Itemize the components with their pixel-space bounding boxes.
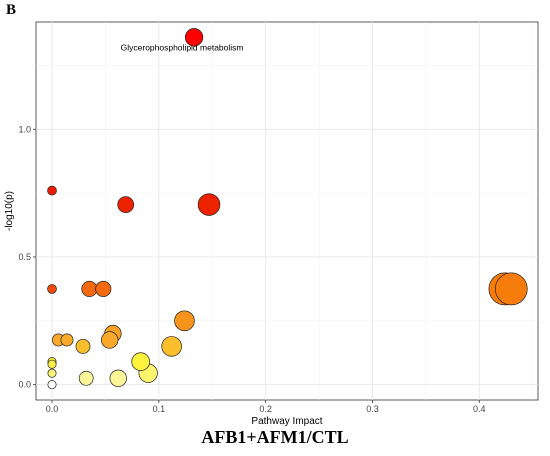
data-point xyxy=(131,352,150,371)
data-point xyxy=(47,185,57,196)
data-point xyxy=(174,310,195,332)
axes: 0.0 0.1 0.2 0.3 0.4 0.0 0.5 1.0 xyxy=(18,124,485,414)
data-point xyxy=(81,280,98,297)
figure-caption: AFB1+AFM1/CTL xyxy=(201,427,349,447)
data-point xyxy=(47,380,57,390)
data-point xyxy=(60,333,74,347)
data-point xyxy=(75,338,91,354)
data-points xyxy=(47,28,528,390)
data-point xyxy=(47,368,57,378)
y-tick-label: 1.0 xyxy=(18,124,31,134)
data-point xyxy=(184,28,204,47)
annotations: Glycerophospholipid metabolism xyxy=(121,42,244,52)
x-tick-label: 0.1 xyxy=(153,404,166,414)
panel-letter: B xyxy=(6,2,17,18)
y-tick-label: 0.5 xyxy=(18,252,31,262)
grid-lines xyxy=(36,22,538,400)
data-point xyxy=(197,193,221,216)
x-axis-title: Pathway Impact xyxy=(251,416,322,427)
x-tick-label: 0.4 xyxy=(473,404,486,414)
data-point xyxy=(161,336,182,357)
pathway-annotation: Glycerophospholipid metabolism xyxy=(121,42,244,52)
data-point xyxy=(47,359,57,369)
data-point xyxy=(95,280,112,297)
y-axis-title: -log10(p) xyxy=(4,191,15,231)
data-point xyxy=(78,370,94,386)
data-point xyxy=(117,196,135,213)
data-point xyxy=(47,284,57,294)
data-point xyxy=(494,272,528,306)
y-tick-label: 0.0 xyxy=(18,380,31,390)
data-point xyxy=(101,331,119,349)
data-point xyxy=(109,369,127,387)
x-tick-label: 0.2 xyxy=(259,404,272,414)
x-tick-label: 0.3 xyxy=(366,404,379,414)
x-tick-label: 0.0 xyxy=(46,404,59,414)
